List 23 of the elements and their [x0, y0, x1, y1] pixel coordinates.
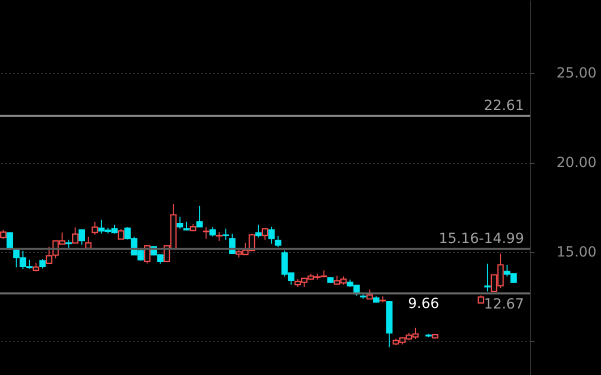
ref-line-label: 12.67 [484, 296, 524, 312]
candlestick [268, 226, 275, 244]
text: 25.00 [556, 66, 597, 82]
candlestick [222, 228, 229, 240]
candlestick [209, 226, 216, 237]
candlestick [72, 227, 78, 244]
candlestick [262, 228, 268, 240]
candlestick [484, 263, 491, 292]
candlestick [255, 224, 262, 238]
text: 15.00 [556, 244, 597, 260]
candlestick [78, 229, 86, 246]
ref-line-label: 22.61 [484, 98, 524, 114]
ref-line-label: 15.16-14.99 [438, 230, 524, 247]
candlestick [92, 221, 98, 236]
candlestick [39, 258, 46, 269]
candlestick [274, 235, 282, 248]
candlestick [196, 205, 203, 228]
annotation: 9.66 [408, 296, 440, 312]
candlestick [176, 216, 184, 230]
candlestick [366, 289, 373, 300]
candlestick [202, 226, 210, 240]
candlestick [118, 228, 124, 240]
text: 20.00 [556, 155, 597, 171]
